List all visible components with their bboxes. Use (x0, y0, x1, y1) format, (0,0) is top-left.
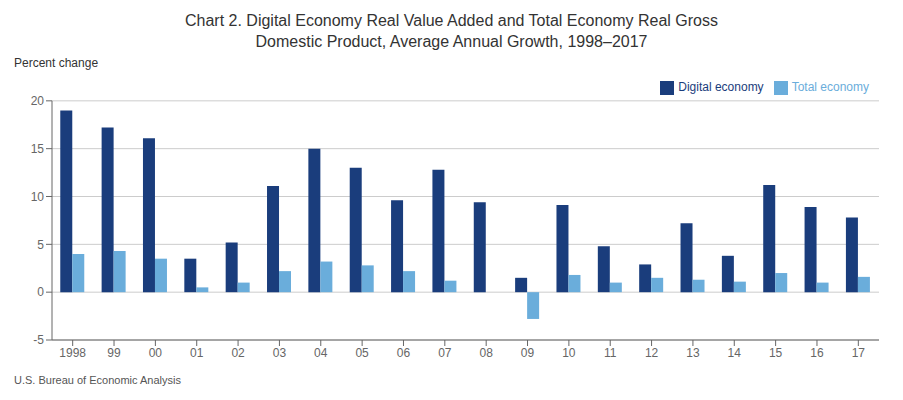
svg-text:03: 03 (273, 346, 287, 360)
svg-text:00: 00 (149, 346, 163, 360)
svg-text:99: 99 (107, 346, 121, 360)
svg-text:04: 04 (314, 346, 328, 360)
html-text:Percent change: Percent change (14, 56, 99, 70)
svg-text:20: 20 (31, 94, 45, 108)
html-text:Total economy: Total economy (791, 80, 869, 94)
svg-text:1998: 1998 (59, 346, 86, 360)
svg-text:10: 10 (562, 346, 576, 360)
svg-text:-5: -5 (33, 333, 44, 347)
svg-text:05: 05 (355, 346, 369, 360)
svg-text:14: 14 (728, 346, 742, 360)
svg-text:09: 09 (521, 346, 535, 360)
svg-text:15: 15 (769, 346, 783, 360)
html-text:U.S. Bureau of Economic Analys: U.S. Bureau of Economic Analysis (14, 374, 181, 386)
svg-text:5: 5 (37, 238, 44, 252)
svg-text:08: 08 (479, 346, 493, 360)
svg-text:11: 11 (604, 346, 617, 360)
svg-text:16: 16 (810, 346, 824, 360)
html-text:Chart 2. Digital Economy Real: Chart 2. Digital Economy Real Value Adde… (185, 12, 718, 29)
svg-text:15: 15 (31, 142, 45, 156)
html-text:Domestic Product, Average Annu: Domestic Product, Average Annual Growth,… (255, 33, 648, 50)
svg-text:01: 01 (190, 346, 204, 360)
svg-text:07: 07 (438, 346, 452, 360)
svg-text:13: 13 (686, 346, 700, 360)
svg-text:02: 02 (231, 346, 245, 360)
svg-text:06: 06 (397, 346, 411, 360)
svg-text:12: 12 (645, 346, 659, 360)
svg-text:0: 0 (37, 285, 44, 299)
svg-text:10: 10 (31, 190, 45, 204)
svg-text:17: 17 (852, 346, 866, 360)
html-text:Digital economy: Digital economy (678, 80, 764, 94)
